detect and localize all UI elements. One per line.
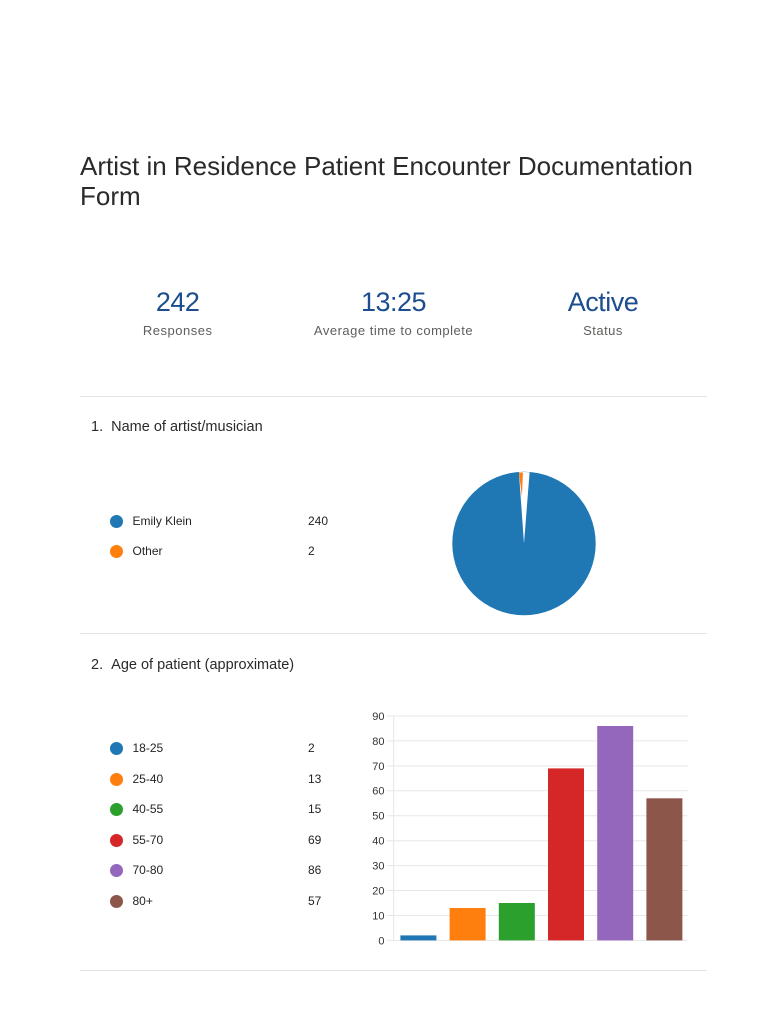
svg-text:50: 50 (372, 811, 384, 823)
svg-text:90: 90 (372, 711, 384, 723)
svg-text:0: 0 (378, 935, 384, 947)
svg-text:40: 40 (372, 836, 384, 848)
svg-text:30: 30 (372, 861, 384, 873)
svg-text:60: 60 (372, 786, 384, 798)
svg-text:10: 10 (372, 910, 384, 922)
svg-text:20: 20 (372, 885, 384, 897)
svg-text:80: 80 (372, 736, 384, 748)
svg-text:70: 70 (372, 761, 384, 773)
